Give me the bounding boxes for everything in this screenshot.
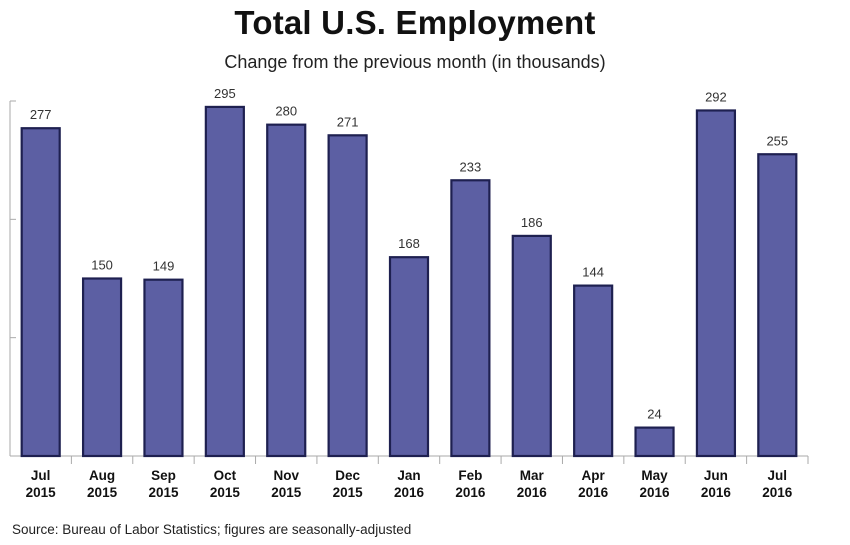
x-tick-label: 2016 [640, 485, 671, 500]
x-tick-label: Feb [458, 468, 482, 483]
x-tick-label: May [641, 468, 668, 483]
data-label: 168 [398, 236, 420, 251]
x-tick-label: 2015 [87, 485, 118, 500]
x-tick-label: 2016 [762, 485, 793, 500]
data-label: 144 [582, 265, 604, 280]
x-tick-label: Dec [335, 468, 360, 483]
x-tick-label: 2015 [271, 485, 302, 500]
x-tick-label: Sep [151, 468, 176, 483]
bar [20, 127, 61, 458]
bar [143, 278, 184, 458]
bar [573, 284, 614, 458]
x-tick-label: Aug [89, 468, 115, 483]
data-label: 280 [275, 104, 297, 119]
x-tick-label: Jan [397, 468, 420, 483]
x-tick-label: Jun [704, 468, 728, 483]
bar [327, 134, 368, 458]
x-tick-label: 2015 [210, 485, 241, 500]
x-tick-label: 2016 [394, 485, 425, 500]
bar [695, 109, 737, 458]
x-tick-label: Apr [582, 468, 606, 483]
x-tick-label: Jul [31, 468, 51, 483]
data-label: 277 [30, 107, 52, 122]
x-tick-label: Oct [214, 468, 237, 483]
x-tick-label: 2016 [517, 485, 548, 500]
bar [81, 277, 123, 458]
x-tick-label: Nov [273, 468, 299, 483]
data-label: 150 [91, 258, 113, 273]
bar [204, 105, 245, 458]
bar [511, 234, 552, 458]
data-label: 233 [460, 159, 482, 174]
chart-title: Total U.S. Employment [234, 4, 596, 41]
bar [388, 256, 430, 458]
x-tick-label: 2016 [455, 485, 486, 500]
data-label: 271 [337, 114, 359, 129]
x-tick-label: 2016 [701, 485, 732, 500]
bar [266, 123, 307, 458]
bar [634, 426, 675, 458]
source-note: Source: Bureau of Labor Statistics; figu… [12, 522, 412, 537]
x-tick-label: Mar [520, 468, 545, 483]
x-tick-label: 2016 [578, 485, 609, 500]
data-label: 186 [521, 215, 543, 230]
chart-subtitle: Change from the previous month (in thous… [224, 52, 606, 72]
data-label: 24 [647, 407, 661, 422]
data-label: 255 [766, 133, 788, 148]
data-label: 149 [153, 259, 175, 274]
data-label: 292 [705, 89, 727, 104]
bar [757, 153, 798, 458]
bar [450, 179, 491, 458]
x-tick-label: 2015 [148, 485, 179, 500]
data-label: 295 [214, 86, 236, 101]
x-tick-label: Jul [768, 468, 788, 483]
x-tick-label: 2015 [26, 485, 57, 500]
x-tick-label: 2015 [333, 485, 364, 500]
